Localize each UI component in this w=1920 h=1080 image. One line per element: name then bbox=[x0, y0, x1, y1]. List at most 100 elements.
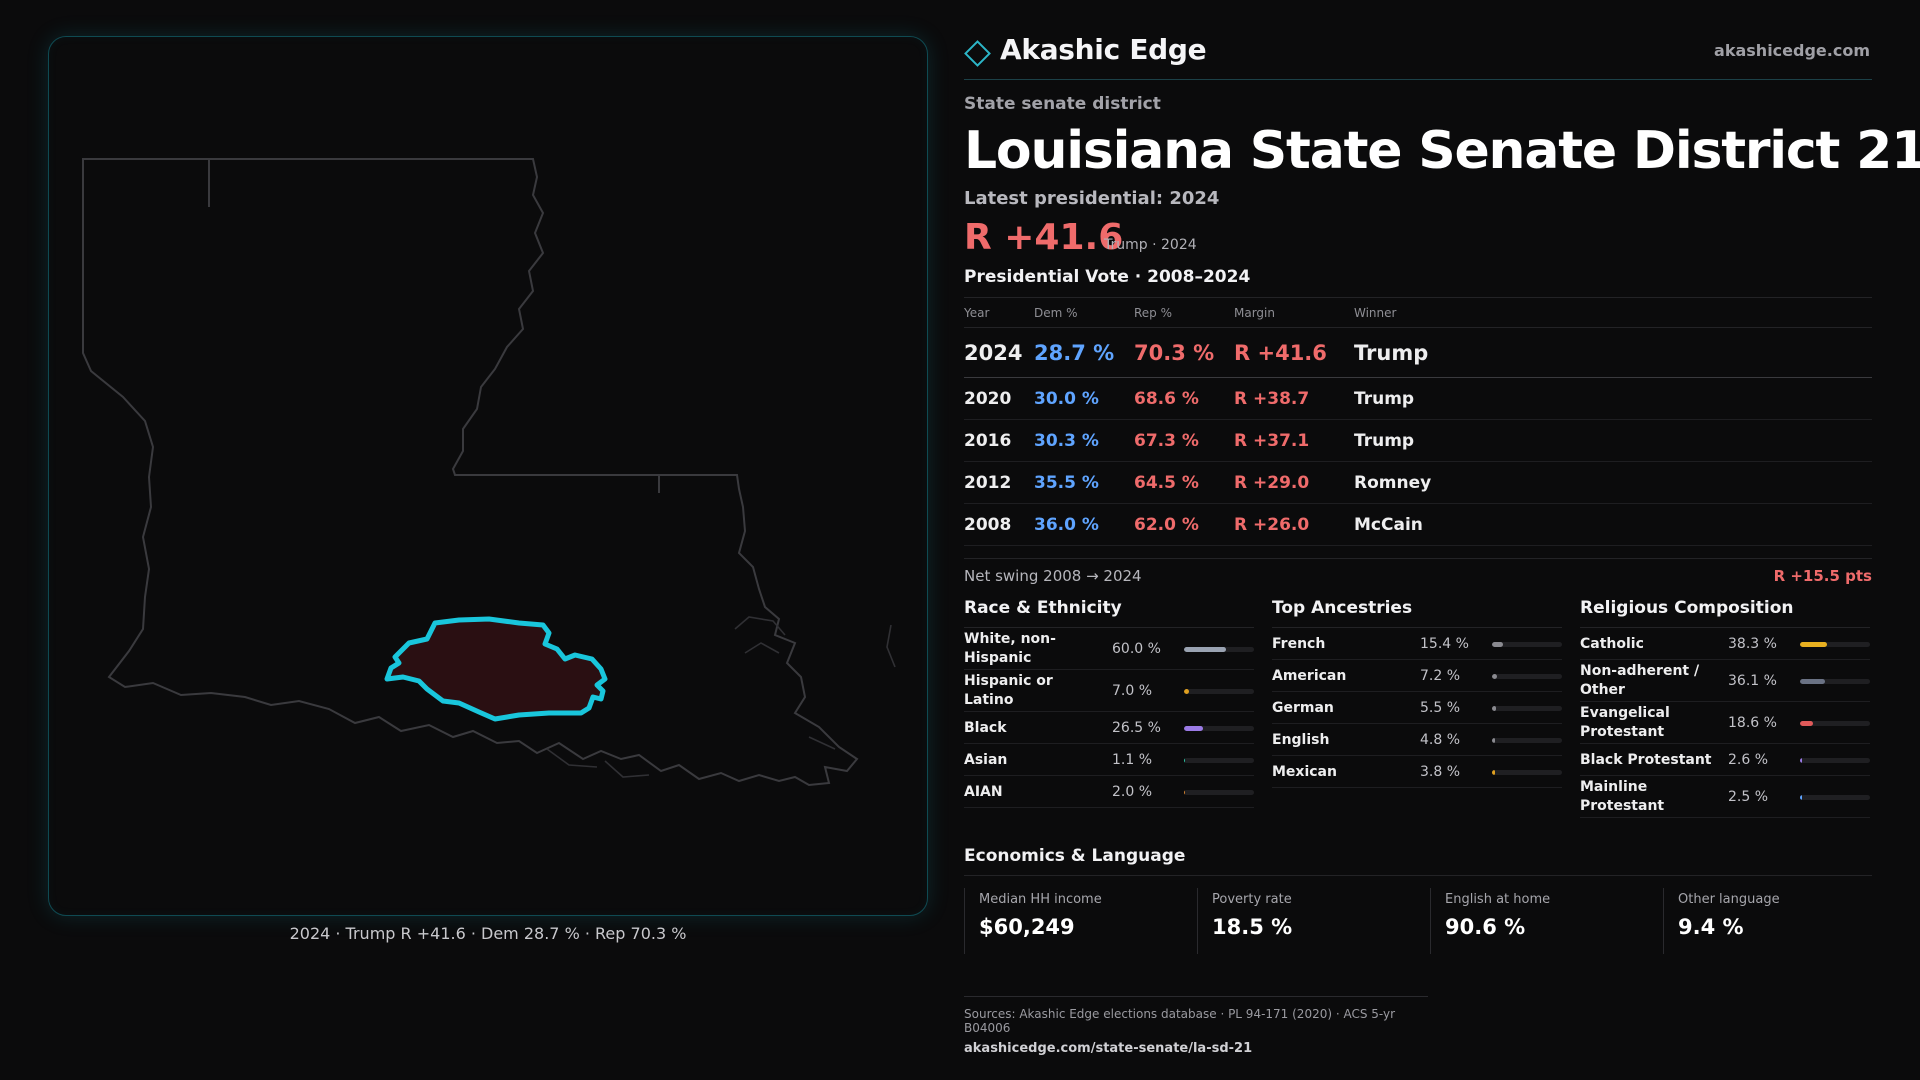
col-header-year: Year bbox=[964, 297, 1034, 328]
net-swing: Net swing 2008 → 2024 R +15.5 pts bbox=[964, 558, 1872, 594]
district-panel: Akashic Edge akashicedge.com State senat… bbox=[964, 30, 1920, 968]
race-bar-fill bbox=[1184, 689, 1189, 694]
econ-cell: Poverty rate 18.5 % bbox=[1197, 888, 1417, 954]
col-header-winner: Winner bbox=[1354, 297, 1872, 328]
cell-margin: R +41.6 bbox=[1234, 327, 1354, 378]
cell-dem: 30.3 % bbox=[1034, 419, 1134, 462]
religion-value: 18.6 % bbox=[1728, 715, 1777, 731]
cell-winner: Trump bbox=[1354, 419, 1872, 462]
race-bar-track bbox=[1184, 647, 1254, 652]
brand-url-link[interactable]: akashicedge.com bbox=[1714, 41, 1870, 60]
ancestry-row: Mexican 3.8 % bbox=[1272, 756, 1562, 788]
race-bar-fill bbox=[1184, 790, 1186, 795]
religion-bar-fill bbox=[1800, 642, 1827, 647]
ancestry-label: French bbox=[1272, 636, 1326, 652]
economics-grid: Median HH income $60,249 Poverty rate 18… bbox=[964, 888, 1872, 968]
cell-year: 2024 bbox=[964, 327, 1034, 378]
race-value: 2.0 % bbox=[1112, 784, 1153, 800]
page-title: Louisiana State Senate District 21 bbox=[964, 121, 1920, 181]
col-header-rep: Rep % bbox=[1134, 297, 1234, 328]
econ-value: $60,249 bbox=[979, 915, 1075, 939]
table-header-row: Year Dem % Rep % Margin Winner bbox=[964, 297, 1872, 328]
brand-name[interactable]: Akashic Edge bbox=[1000, 33, 1207, 66]
ancestry-row: American 7.2 % bbox=[1272, 660, 1562, 692]
cell-year: 2012 bbox=[964, 461, 1034, 504]
ancestry-bar-track bbox=[1492, 738, 1562, 743]
table-row: 2020 30.0 % 68.6 % R +38.7 Trump bbox=[964, 377, 1872, 420]
religion-title: Religious Composition bbox=[1580, 598, 1870, 628]
race-bar-fill bbox=[1184, 758, 1186, 763]
cell-rep: 64.5 % bbox=[1134, 461, 1234, 504]
religion-bar-track bbox=[1800, 679, 1870, 684]
cell-dem: 36.0 % bbox=[1034, 503, 1134, 546]
race-value: 26.5 % bbox=[1112, 720, 1161, 736]
coast-marsh bbox=[546, 616, 896, 778]
race-bar-track bbox=[1184, 758, 1254, 763]
religion-value: 36.1 % bbox=[1728, 673, 1777, 689]
ancestry-title: Top Ancestries bbox=[1272, 598, 1562, 628]
cell-margin: R +37.1 bbox=[1234, 419, 1354, 462]
cell-dem: 30.0 % bbox=[1034, 377, 1134, 420]
race-bar-track bbox=[1184, 790, 1254, 795]
religion-value: 2.6 % bbox=[1728, 752, 1769, 768]
ancestry-label: Mexican bbox=[1272, 764, 1337, 780]
footer: Sources: Akashic Edge elections database… bbox=[964, 996, 1428, 1056]
canonical-url-link[interactable]: akashicedge.com/state-senate/la-sd-21 bbox=[964, 1041, 1253, 1056]
headline-margin-sub: Trump · 2024 bbox=[1104, 237, 1197, 253]
religion-row: Mainline Protestant 2.5 % bbox=[1580, 776, 1870, 818]
religion-label: Non-adherent / Other bbox=[1580, 663, 1700, 698]
diamond-logo-icon bbox=[964, 40, 991, 67]
religion-bar-track bbox=[1800, 642, 1870, 647]
district-type-label: State senate district bbox=[964, 94, 1161, 114]
ancestry-value: 4.8 % bbox=[1420, 732, 1461, 748]
race-bar-fill bbox=[1184, 647, 1226, 652]
ancestry-value: 5.5 % bbox=[1420, 700, 1461, 716]
race-label: AIAN bbox=[964, 784, 1003, 800]
ancestry-bar-track bbox=[1492, 642, 1562, 647]
race-value: 60.0 % bbox=[1112, 641, 1161, 657]
religion-bar-track bbox=[1800, 758, 1870, 763]
ancestry-bar-fill bbox=[1492, 674, 1498, 679]
louisiana-map-svg bbox=[82, 158, 896, 787]
ancestry-bar-fill bbox=[1492, 738, 1496, 743]
cell-margin: R +38.7 bbox=[1234, 377, 1354, 420]
economics-title: Economics & Language bbox=[964, 846, 1872, 876]
race-row: Asian 1.1 % bbox=[964, 744, 1254, 776]
race-value: 1.1 % bbox=[1112, 752, 1153, 768]
ancestry-label: American bbox=[1272, 668, 1347, 684]
religion-bar-fill bbox=[1800, 758, 1802, 763]
race-row: Black 26.5 % bbox=[964, 712, 1254, 744]
district-21-boundary[interactable] bbox=[384, 616, 608, 722]
ancestry-label: German bbox=[1272, 700, 1334, 716]
table-row: 2024 28.7 % 70.3 % R +41.6 Trump bbox=[964, 327, 1872, 378]
ancestry-bar-fill bbox=[1492, 706, 1496, 711]
race-label: White, non-Hispanic bbox=[964, 631, 1056, 666]
cell-margin: R +29.0 bbox=[1234, 461, 1354, 504]
religion-row: Catholic 38.3 % bbox=[1580, 628, 1870, 660]
district-map[interactable] bbox=[48, 36, 928, 916]
race-rows: White, non-Hispanic 60.0 % Hispanic or Lat… bbox=[964, 628, 1254, 808]
econ-cell: Median HH income $60,249 bbox=[964, 888, 1184, 954]
latest-presidential-label: Latest presidential: 2024 bbox=[964, 188, 1220, 209]
religion-label: Mainline Protestant bbox=[1580, 779, 1665, 814]
race-value: 7.0 % bbox=[1112, 683, 1153, 699]
cell-rep: 68.6 % bbox=[1134, 377, 1234, 420]
religion-value: 38.3 % bbox=[1728, 636, 1777, 652]
state-outline bbox=[82, 158, 859, 787]
race-bar-fill bbox=[1184, 726, 1203, 731]
ancestry-row: German 5.5 % bbox=[1272, 692, 1562, 724]
race-row: White, non-Hispanic 60.0 % bbox=[964, 628, 1254, 670]
econ-label: English at home bbox=[1445, 892, 1551, 907]
ancestry-bar-track bbox=[1492, 674, 1562, 679]
religion-label: Evangelical Protestant bbox=[1580, 705, 1670, 740]
race-bar-track bbox=[1184, 689, 1254, 694]
race-row: AIAN 2.0 % bbox=[964, 776, 1254, 808]
religion-label: Black Protestant bbox=[1580, 752, 1712, 768]
race-label: Asian bbox=[964, 752, 1008, 768]
ancestry-value: 3.8 % bbox=[1420, 764, 1461, 780]
ancestry-bar-fill bbox=[1492, 770, 1495, 775]
ancestry-label: English bbox=[1272, 732, 1330, 748]
ancestry-bar-fill bbox=[1492, 642, 1503, 647]
ancestry-bar-track bbox=[1492, 706, 1562, 711]
headline-margin-value: R +41.6 bbox=[964, 217, 1124, 258]
